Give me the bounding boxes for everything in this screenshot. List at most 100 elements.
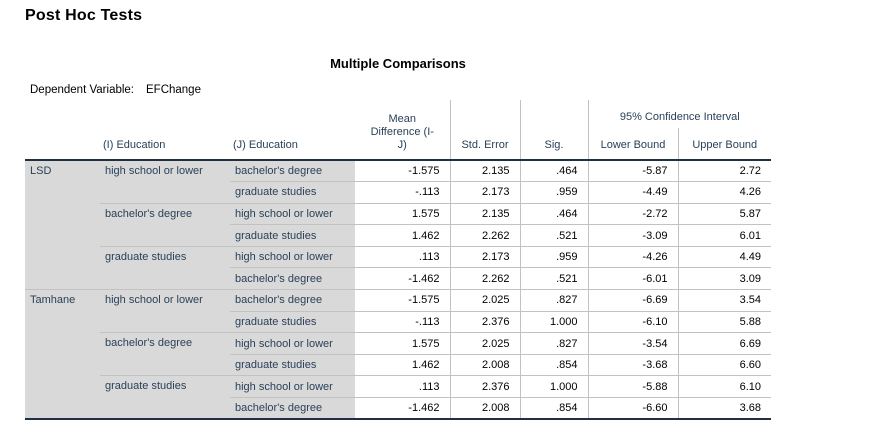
table-row: bachelor's degree high school or lower 1…	[25, 332, 772, 376]
cell-lower-bound: -5.87	[587, 160, 678, 182]
column-header-std-error: Std. Error	[449, 100, 520, 161]
cell-mean-difference: -.113	[355, 310, 450, 333]
row-label-i-education: graduate studies	[100, 245, 230, 290]
dependent-variable-line: Dependent Variable: EFChange	[30, 84, 201, 96]
cell-j-education: high school or lower	[230, 332, 355, 355]
table-title: Multiple Comparisons	[330, 56, 466, 71]
cell-sig: .959	[519, 245, 588, 268]
cell-j-education: high school or lower	[230, 375, 355, 398]
cell-mean-difference: 1.575	[355, 332, 450, 355]
table-row: graduate studies high school or lower .1…	[25, 375, 772, 420]
cell-lower-bound: -5.88	[587, 375, 678, 398]
cell-lower-bound: -3.68	[587, 353, 678, 376]
cell-sig: .521	[519, 224, 588, 247]
dependent-variable-value: EFChange	[146, 84, 201, 96]
page-title: Post Hoc Tests	[25, 7, 143, 24]
cell-j-education: bachelor's degree	[230, 160, 355, 182]
cell-sig: 1.000	[519, 375, 588, 398]
cell-upper-bound: 3.09	[677, 267, 772, 290]
cell-lower-bound: -6.60	[587, 397, 678, 420]
cell-sig: 1.000	[519, 310, 588, 333]
cell-std-error: 2.262	[449, 224, 520, 247]
cell-std-error: 2.135	[449, 202, 520, 225]
table-row: LSD high school or lower bachelor's degr…	[25, 160, 772, 290]
cell-sig: .521	[519, 267, 588, 290]
cell-upper-bound: 4.49	[677, 245, 772, 268]
table-row: Tamhane high school or lower bachelor's …	[25, 289, 772, 420]
column-header-confidence-interval: 95% Confidence Interval	[587, 100, 772, 128]
cell-upper-bound: 4.26	[677, 181, 772, 204]
cell-j-education: graduate studies	[230, 224, 355, 247]
column-header-lower-bound: Lower Bound	[587, 128, 678, 161]
column-header-i-education: (I) Education	[100, 100, 230, 161]
cell-lower-bound: -4.26	[587, 245, 678, 268]
cell-lower-bound: -3.54	[587, 332, 678, 355]
cell-mean-difference: 1.462	[355, 353, 450, 376]
cell-j-education: bachelor's degree	[230, 267, 355, 290]
table-row: graduate studies high school or lower .1…	[25, 245, 772, 290]
column-header-upper-bound: Upper Bound	[677, 128, 772, 161]
column-header-mean-difference: Mean Difference (I-J)	[355, 100, 450, 161]
cell-j-education: graduate studies	[230, 353, 355, 376]
cell-lower-bound: -2.72	[587, 202, 678, 225]
cell-lower-bound: -6.69	[587, 289, 678, 312]
table-row: graduate studies 1.462 2.262 .521 -3.09 …	[25, 224, 772, 247]
cell-mean-difference: 1.462	[355, 224, 450, 247]
cell-upper-bound: 5.87	[677, 202, 772, 225]
table-row: graduate studies 1.462 2.008 .854 -3.68 …	[25, 353, 772, 376]
row-label-i-education: bachelor's degree	[100, 332, 230, 376]
cell-lower-bound: -3.09	[587, 224, 678, 247]
row-label-i-education: graduate studies	[100, 375, 230, 420]
column-header-sig: Sig.	[519, 100, 588, 161]
cell-upper-bound: 3.54	[677, 289, 772, 312]
cell-std-error: 2.173	[449, 181, 520, 204]
table-row: bachelor's degree -1.462 2.262 .521 -6.0…	[25, 267, 772, 290]
cell-std-error: 2.135	[449, 160, 520, 182]
cell-upper-bound: 6.10	[677, 375, 772, 398]
table-row: bachelor's degree high school or lower 1…	[25, 202, 772, 247]
cell-std-error: 2.008	[449, 353, 520, 376]
cell-std-error: 2.008	[449, 397, 520, 420]
cell-std-error: 2.376	[449, 375, 520, 398]
cell-sig: .854	[519, 353, 588, 376]
cell-upper-bound: 3.68	[677, 397, 772, 420]
cell-j-education: graduate studies	[230, 181, 355, 204]
row-label-i-education: bachelor's degree	[100, 202, 230, 247]
dependent-variable-label: Dependent Variable:	[30, 84, 134, 96]
column-header-j-education: (J) Education	[230, 100, 355, 161]
cell-mean-difference: .113	[355, 375, 450, 398]
cell-j-education: high school or lower	[230, 245, 355, 268]
cell-j-education: high school or lower	[230, 202, 355, 225]
cell-std-error: 2.376	[449, 310, 520, 333]
cell-sig: .959	[519, 181, 588, 204]
cell-std-error: 2.262	[449, 267, 520, 290]
cell-mean-difference: -1.462	[355, 397, 450, 420]
cell-mean-difference: -1.462	[355, 267, 450, 290]
corner-header-cell	[25, 100, 100, 161]
cell-sig: .827	[519, 332, 588, 355]
cell-std-error: 2.025	[449, 289, 520, 312]
cell-lower-bound: -4.49	[587, 181, 678, 204]
table-row: graduate studies -.113 2.173 .959 -4.49 …	[25, 181, 772, 204]
cell-upper-bound: 6.01	[677, 224, 772, 247]
cell-sig: .827	[519, 289, 588, 312]
multiple-comparisons-table[interactable]: (I) Education (J) Education Mean Differe…	[25, 100, 772, 421]
cell-std-error: 2.025	[449, 332, 520, 355]
cell-j-education: graduate studies	[230, 310, 355, 333]
cell-sig: .854	[519, 397, 588, 420]
cell-std-error: 2.173	[449, 245, 520, 268]
row-label-test: LSD	[25, 160, 100, 290]
cell-mean-difference: 1.575	[355, 202, 450, 225]
cell-mean-difference: .113	[355, 245, 450, 268]
row-label-i-education: high school or lower	[100, 289, 230, 333]
cell-mean-difference: -1.575	[355, 160, 450, 182]
cell-sig: .464	[519, 160, 588, 182]
cell-mean-difference: -.113	[355, 181, 450, 204]
cell-upper-bound: 6.69	[677, 332, 772, 355]
cell-lower-bound: -6.10	[587, 310, 678, 333]
cell-j-education: bachelor's degree	[230, 397, 355, 420]
table-row: graduate studies -.113 2.376 1.000 -6.10…	[25, 310, 772, 333]
cell-upper-bound: 6.60	[677, 353, 772, 376]
cell-mean-difference: -1.575	[355, 289, 450, 312]
